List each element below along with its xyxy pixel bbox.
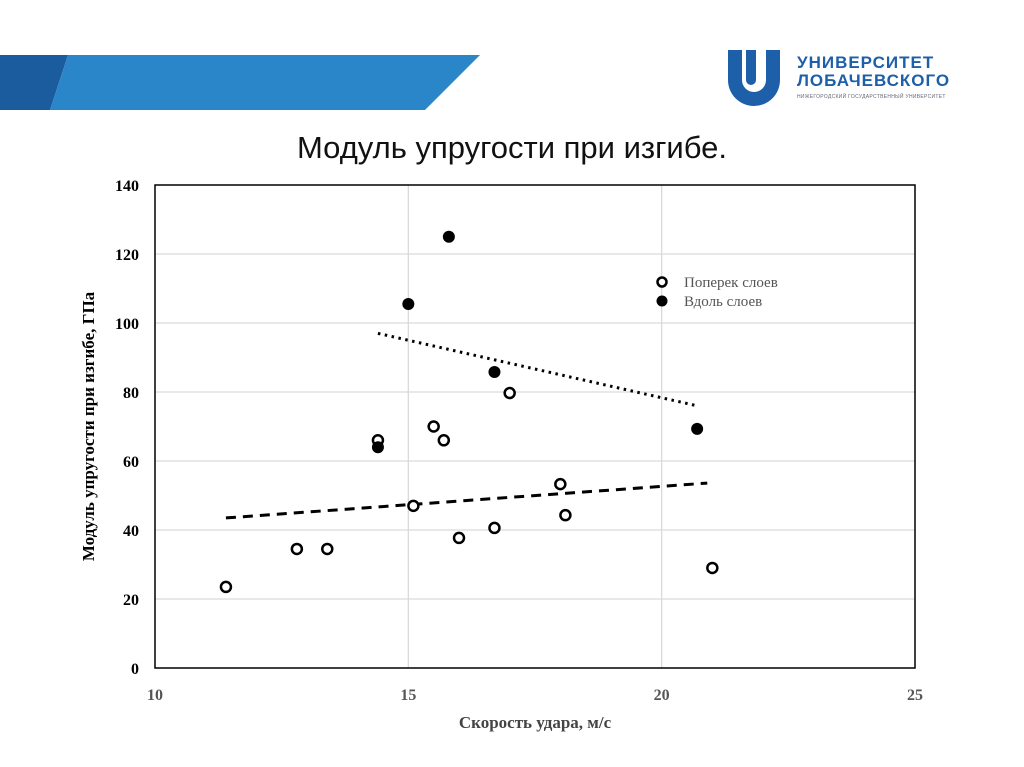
data-point-open: [321, 542, 334, 556]
university-logo-icon: [728, 50, 780, 106]
trendline-across: [225, 481, 708, 520]
slide-title: Модуль упругости при изгибе.: [296, 130, 728, 165]
x-tick-label: 10: [147, 687, 163, 704]
data-point-open: [488, 521, 501, 535]
data-point-open: [554, 477, 567, 491]
y-tick-label: 120: [115, 247, 139, 264]
logo-line3: НИЖЕГОРОДСКИЙ ГОСУДАРСТВЕННЫЙ УНИВЕРСИТЕ…: [797, 94, 946, 100]
data-point-filled: [442, 230, 455, 243]
y-tick-label: 80: [123, 385, 139, 402]
data-point-open: [219, 580, 233, 594]
legend-label: Поперек слоев: [684, 275, 778, 291]
legend-marker-filled: [656, 295, 668, 307]
x-tick-label: 20: [654, 687, 670, 704]
y-tick-label: 40: [123, 523, 139, 540]
plot-frame: [154, 184, 916, 669]
scatter-chart: 0 20 40 60 80 100 120 140 10 15 20 25 Скорость удара…: [79, 178, 923, 732]
y-tick-label: 140: [115, 178, 139, 195]
banner-light: [50, 55, 480, 110]
x-tick-label: 15: [400, 687, 416, 704]
data-point-open: [503, 386, 516, 400]
x-tick-label: 25: [907, 687, 923, 704]
data-point-open: [437, 434, 451, 447]
data-point-open: [452, 531, 466, 545]
data-point-open: [706, 561, 719, 575]
data-point-open: [290, 542, 304, 556]
legend-marker-open: [656, 276, 668, 288]
logo-line2: ЛОБАЧЕВСКОГО: [797, 71, 951, 90]
data-point-open: [407, 499, 420, 513]
banner-dark: [0, 55, 68, 110]
data-point-filled: [402, 298, 415, 311]
y-tick-label: 0: [131, 661, 139, 678]
data-point-filled: [371, 441, 384, 454]
legend-label: Вдоль слоев: [684, 294, 762, 310]
y-tick-label: 100: [115, 316, 139, 333]
logo-line1: УНИВЕРСИТЕТ: [797, 53, 935, 72]
x-axis-label: Скорость удара, м/с: [459, 713, 612, 732]
data-point-filled: [488, 365, 501, 378]
data-point-open: [427, 420, 440, 433]
y-tick-label: 20: [123, 592, 139, 609]
data-point-filled: [691, 422, 704, 435]
data-point-open: [559, 508, 572, 522]
y-tick-label: 60: [123, 454, 139, 471]
trendline-along: [377, 331, 698, 408]
y-axis-label: Модуль упругости при изгибе, ГПа: [79, 291, 98, 561]
